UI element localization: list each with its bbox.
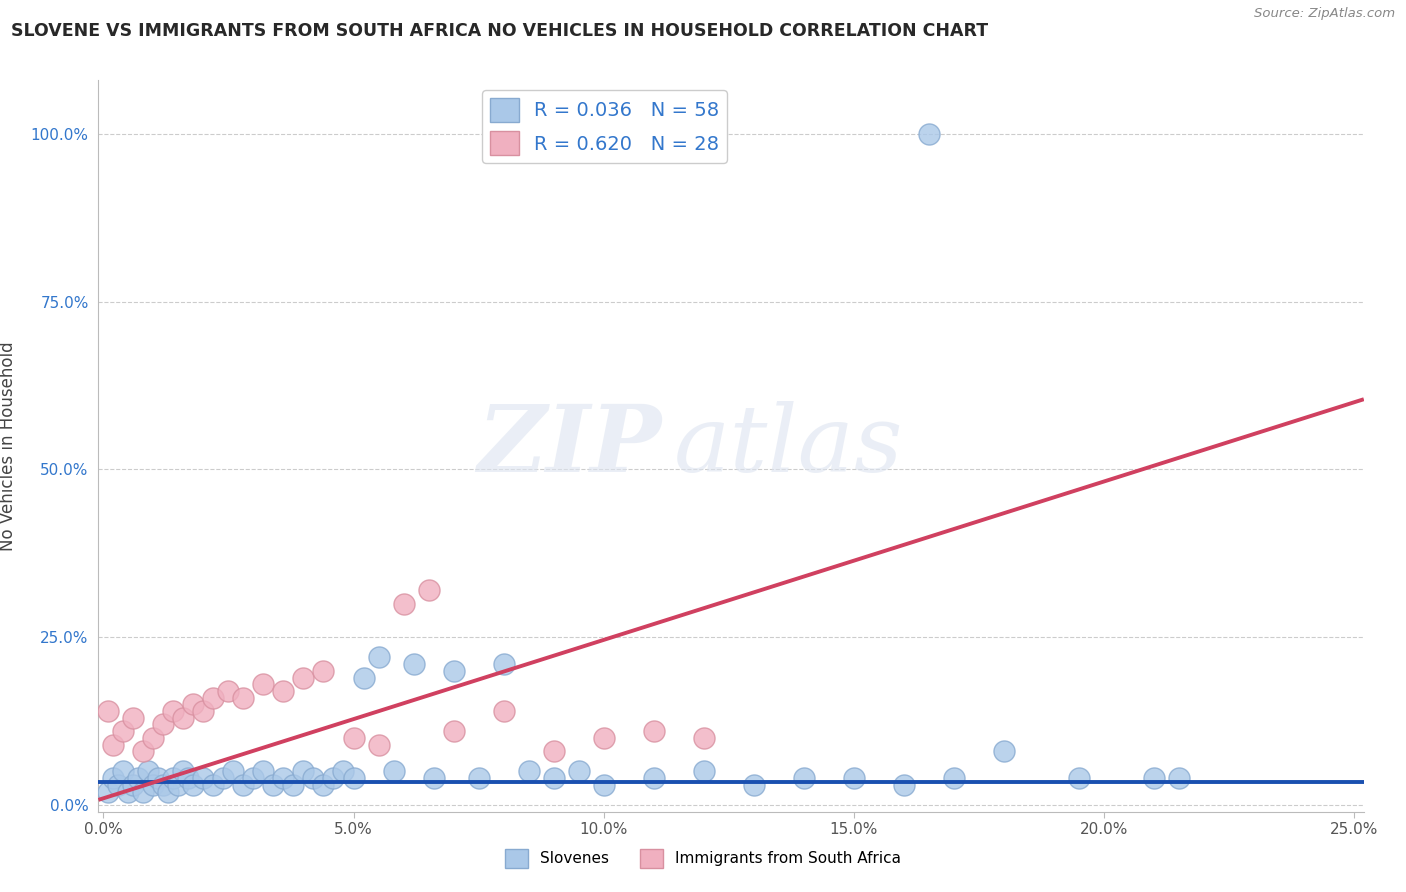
Point <box>367 650 389 665</box>
Point <box>382 764 405 779</box>
Point <box>443 664 465 678</box>
Point <box>692 731 714 745</box>
Point <box>162 771 184 785</box>
Point <box>122 711 145 725</box>
Point <box>1167 771 1189 785</box>
Point <box>172 764 194 779</box>
Point <box>543 771 565 785</box>
Point <box>117 784 139 798</box>
Point <box>132 784 155 798</box>
Point <box>148 771 170 785</box>
Point <box>232 690 254 705</box>
Point <box>292 671 315 685</box>
Point <box>342 771 364 785</box>
Point <box>167 778 190 792</box>
Point <box>332 764 354 779</box>
Point <box>152 717 174 731</box>
Point <box>592 778 614 792</box>
Point <box>312 664 335 678</box>
Point <box>643 724 665 739</box>
Point <box>492 657 515 671</box>
Point <box>103 738 125 752</box>
Point <box>273 771 295 785</box>
Point <box>793 771 815 785</box>
Point <box>252 764 274 779</box>
Point <box>107 778 129 792</box>
Text: atlas: atlas <box>675 401 904 491</box>
Point <box>302 771 325 785</box>
Point <box>132 744 155 758</box>
Point <box>242 771 264 785</box>
Point <box>142 731 165 745</box>
Point <box>177 771 200 785</box>
Point <box>202 778 225 792</box>
Point <box>1143 771 1166 785</box>
Point <box>138 764 160 779</box>
Point <box>443 724 465 739</box>
Point <box>97 704 120 718</box>
Point <box>193 771 215 785</box>
Point <box>252 677 274 691</box>
Point <box>183 778 205 792</box>
Legend: R = 0.036   N = 58, R = 0.620   N = 28: R = 0.036 N = 58, R = 0.620 N = 28 <box>482 90 727 162</box>
Point <box>222 764 245 779</box>
Point <box>543 744 565 758</box>
Point <box>292 764 315 779</box>
Y-axis label: No Vehicles in Household: No Vehicles in Household <box>0 341 17 551</box>
Point <box>402 657 425 671</box>
Point <box>418 583 440 598</box>
Point <box>212 771 235 785</box>
Point <box>353 671 375 685</box>
Text: SLOVENE VS IMMIGRANTS FROM SOUTH AFRICA NO VEHICLES IN HOUSEHOLD CORRELATION CHA: SLOVENE VS IMMIGRANTS FROM SOUTH AFRICA … <box>11 22 988 40</box>
Point <box>97 784 120 798</box>
Point <box>692 764 714 779</box>
Point <box>273 684 295 698</box>
Point <box>202 690 225 705</box>
Point <box>643 771 665 785</box>
Point <box>152 778 174 792</box>
Point <box>157 784 180 798</box>
Point <box>127 771 149 785</box>
Point <box>842 771 865 785</box>
Point <box>517 764 540 779</box>
Point <box>467 771 489 785</box>
Point <box>312 778 335 792</box>
Point <box>742 778 765 792</box>
Point <box>1067 771 1090 785</box>
Point <box>232 778 254 792</box>
Point <box>217 684 239 698</box>
Point <box>322 771 344 785</box>
Point <box>422 771 444 785</box>
Point <box>172 711 194 725</box>
Point <box>112 764 135 779</box>
Point <box>342 731 364 745</box>
Point <box>592 731 614 745</box>
Point <box>942 771 965 785</box>
Point <box>263 778 285 792</box>
Point <box>367 738 389 752</box>
Legend: Slovenes, Immigrants from South Africa: Slovenes, Immigrants from South Africa <box>499 843 907 873</box>
Point <box>103 771 125 785</box>
Point <box>283 778 305 792</box>
Point <box>492 704 515 718</box>
Point <box>162 704 184 718</box>
Point <box>918 127 941 141</box>
Point <box>993 744 1015 758</box>
Point <box>392 597 415 611</box>
Point <box>142 778 165 792</box>
Point <box>893 778 915 792</box>
Text: Source: ZipAtlas.com: Source: ZipAtlas.com <box>1254 7 1395 21</box>
Point <box>112 724 135 739</box>
Point <box>568 764 591 779</box>
Point <box>193 704 215 718</box>
Text: ZIP: ZIP <box>477 401 661 491</box>
Point <box>122 778 145 792</box>
Point <box>183 698 205 712</box>
